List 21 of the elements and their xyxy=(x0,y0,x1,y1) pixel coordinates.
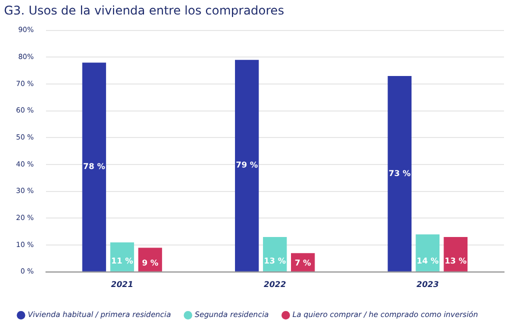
bar xyxy=(290,253,315,272)
data-label: 78 % xyxy=(83,162,106,172)
data-label: 7 % xyxy=(294,258,312,268)
bar xyxy=(262,237,287,272)
x-tick-label: 2022 xyxy=(264,280,286,289)
data-label: 14 % xyxy=(416,256,439,266)
data-label: 11 % xyxy=(111,256,134,266)
bar xyxy=(444,237,468,272)
x-tick-label: 2023 xyxy=(416,280,440,289)
chart-title: G3. Usos de la vivienda entre los compradores xyxy=(4,3,284,18)
data-label: 9 % xyxy=(142,258,158,268)
bar xyxy=(388,76,412,272)
data-label: 73 % xyxy=(388,168,411,178)
bar xyxy=(416,234,440,272)
bar xyxy=(110,242,134,272)
data-label: 13 % xyxy=(264,256,286,266)
data-label: 79 % xyxy=(236,160,258,170)
x-tick-label: 2021 xyxy=(111,280,134,289)
bar xyxy=(82,62,106,272)
data-label: 13 % xyxy=(444,256,467,266)
bar xyxy=(234,60,259,272)
